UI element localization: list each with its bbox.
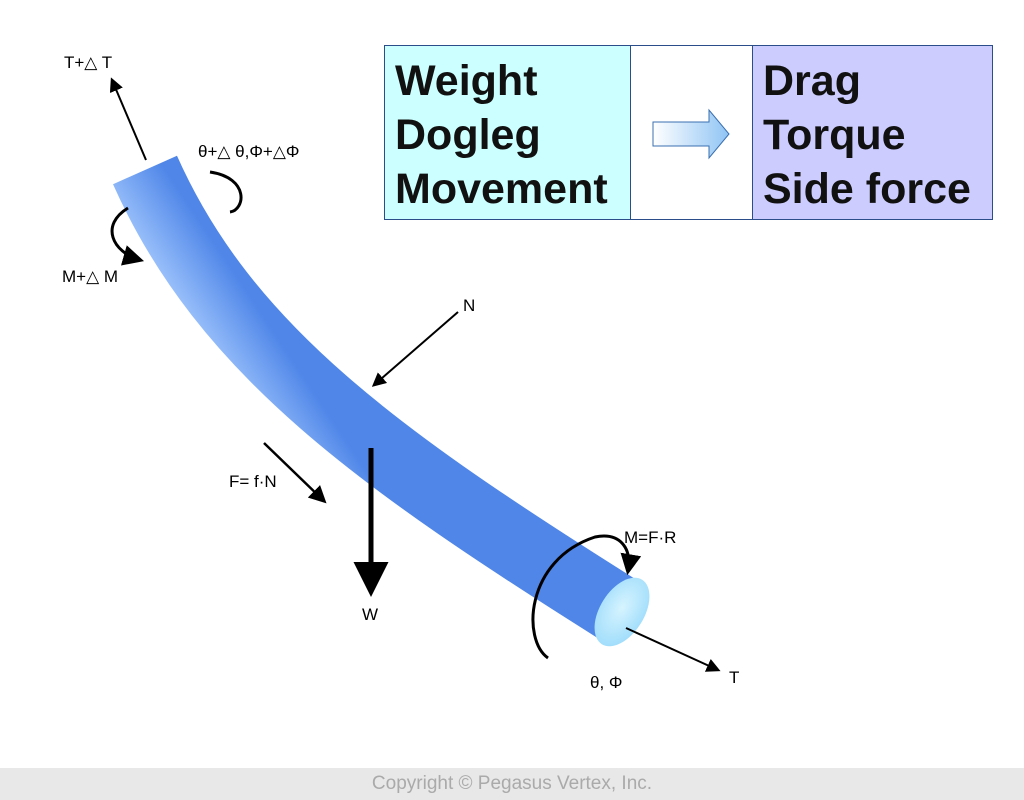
normal-force-arrow [371, 311, 459, 387]
input-item: Weight [395, 57, 538, 105]
label-friction: F= f·N [229, 472, 277, 491]
label-moment-bottom: M=F·R [624, 528, 676, 547]
moment-bottom-arc [531, 534, 642, 660]
outputs-column: Drag Torque Side force [753, 46, 992, 219]
label-angles-top: θ+△ θ,Φ+△Φ [198, 142, 300, 161]
label-angles-bottom: θ, Φ [590, 673, 622, 692]
right-arrow-icon [652, 108, 730, 160]
label-tension-top: T+△ T [64, 53, 112, 72]
pipe-force-diagram: T+△ T θ+△ θ,Φ+△Φ M+△ M N F= f·N W M=F·R … [62, 53, 739, 692]
pipe-end-cap [594, 577, 650, 647]
output-item: Torque [763, 111, 906, 159]
input-item: Movement [395, 165, 608, 213]
output-item: Side force [763, 165, 971, 213]
tension-top-arrow [109, 77, 147, 161]
copyright-footer: Copyright © Pegasus Vertex, Inc. [0, 768, 1024, 800]
input-output-table: Weight Dogleg Movement Drag Torque Side … [384, 45, 993, 220]
input-item: Dogleg [395, 111, 541, 159]
friction-force-arrow [263, 442, 327, 504]
label-weight: W [362, 605, 378, 624]
pipe-body [113, 155, 641, 642]
label-moment-top: M+△ M [62, 267, 118, 286]
arrow-column [631, 46, 753, 219]
inputs-column: Weight Dogleg Movement [385, 46, 631, 219]
label-normal: N [463, 296, 475, 315]
moment-top-arc [110, 170, 243, 260]
output-item: Drag [763, 57, 861, 105]
tension-bottom-arrow [625, 627, 721, 672]
label-tension-bottom: T [729, 668, 739, 687]
